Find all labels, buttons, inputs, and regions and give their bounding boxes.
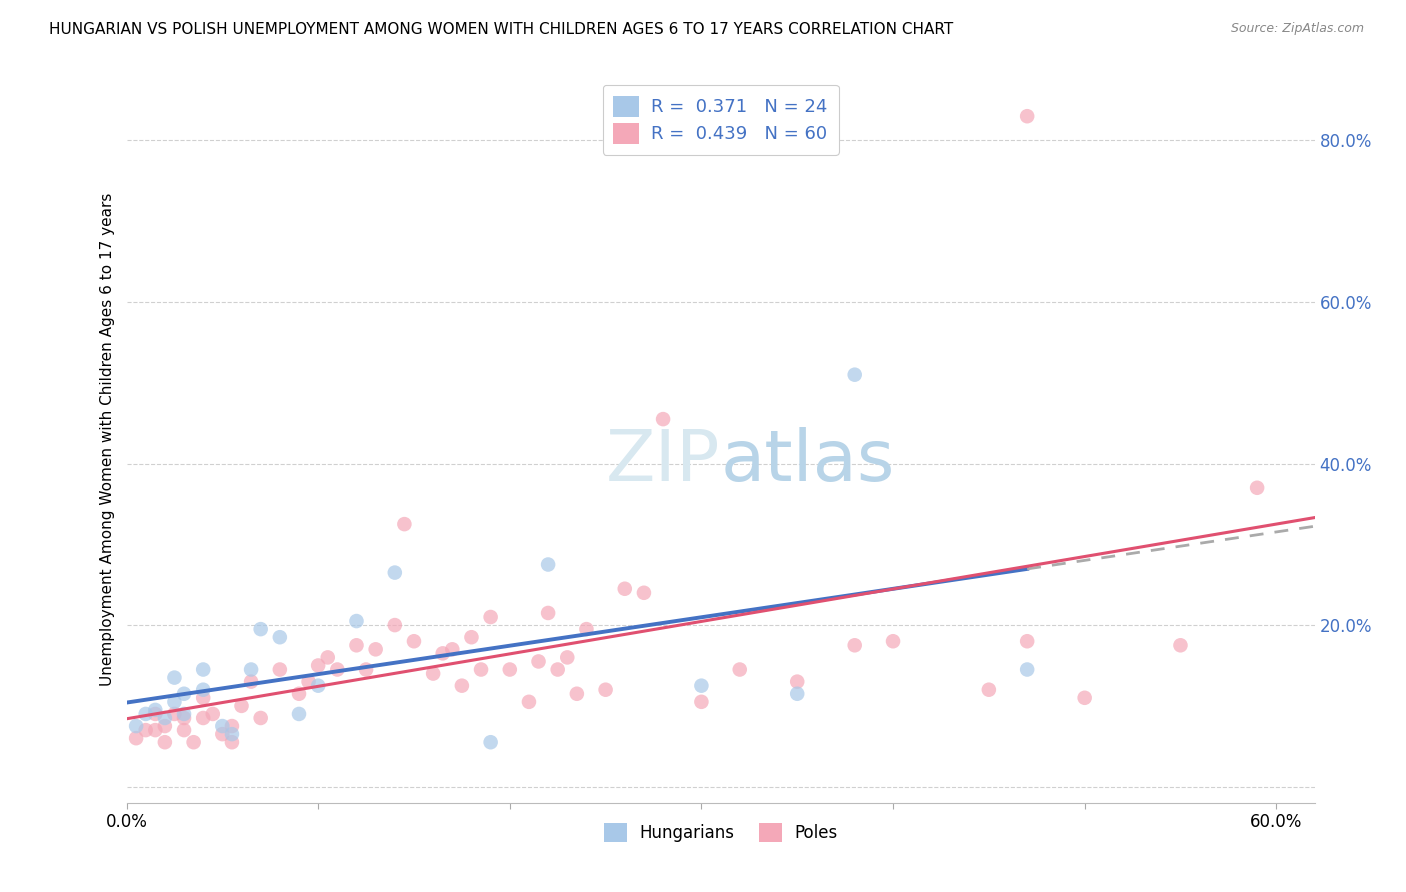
Point — [269, 630, 291, 644]
Point — [690, 695, 713, 709]
Point — [135, 723, 157, 737]
Point — [307, 679, 329, 693]
Point — [346, 638, 368, 652]
Point — [183, 735, 205, 749]
Point — [394, 517, 416, 532]
Point — [1017, 634, 1039, 648]
Point — [460, 630, 482, 644]
Point — [249, 622, 271, 636]
Point — [221, 719, 243, 733]
Point — [384, 566, 406, 580]
Point — [882, 634, 904, 648]
Point — [844, 368, 866, 382]
Point — [547, 663, 569, 677]
Text: HUNGARIAN VS POLISH UNEMPLOYMENT AMONG WOMEN WITH CHILDREN AGES 6 TO 17 YEARS CO: HUNGARIAN VS POLISH UNEMPLOYMENT AMONG W… — [49, 22, 953, 37]
Point — [432, 646, 454, 660]
Point — [537, 606, 560, 620]
Point — [153, 711, 176, 725]
Point — [316, 650, 339, 665]
Point — [193, 711, 215, 725]
Point — [527, 655, 550, 669]
Text: atlas: atlas — [721, 426, 896, 496]
Point — [346, 614, 368, 628]
Y-axis label: Unemployment Among Women with Children Ages 6 to 17 years: Unemployment Among Women with Children A… — [100, 193, 115, 686]
Point — [231, 698, 253, 713]
Point — [163, 671, 186, 685]
Point — [193, 682, 215, 697]
Point — [1017, 663, 1039, 677]
Point — [143, 703, 166, 717]
Point — [297, 674, 319, 689]
Point — [173, 711, 195, 725]
Point — [402, 634, 425, 648]
Point — [163, 706, 186, 721]
Point — [595, 682, 617, 697]
Legend: Hungarians, Poles: Hungarians, Poles — [598, 816, 844, 849]
Point — [786, 674, 808, 689]
Point — [364, 642, 387, 657]
Point — [441, 642, 464, 657]
Point — [269, 663, 291, 677]
Point — [422, 666, 444, 681]
Point — [728, 663, 751, 677]
Point — [143, 723, 166, 737]
Point — [173, 723, 195, 737]
Point — [288, 687, 311, 701]
Point — [565, 687, 588, 701]
Point — [575, 622, 598, 636]
Point — [221, 735, 243, 749]
Point — [307, 658, 329, 673]
Point — [211, 719, 233, 733]
Point — [977, 682, 1000, 697]
Point — [652, 412, 675, 426]
Point — [1017, 109, 1039, 123]
Point — [193, 663, 215, 677]
Point — [326, 663, 349, 677]
Point — [479, 735, 502, 749]
Point — [125, 719, 148, 733]
Text: ZIP: ZIP — [606, 426, 721, 496]
Point — [249, 711, 271, 725]
Point — [173, 687, 195, 701]
Point — [153, 719, 176, 733]
Point — [451, 679, 474, 693]
Point — [143, 706, 166, 721]
Point — [786, 687, 808, 701]
Point — [633, 586, 655, 600]
Point — [163, 695, 186, 709]
Point — [1170, 638, 1192, 652]
Point — [211, 727, 233, 741]
Point — [537, 558, 560, 572]
Point — [153, 735, 176, 749]
Point — [613, 582, 636, 596]
Point — [125, 731, 148, 746]
Point — [240, 674, 263, 689]
Point — [221, 727, 243, 741]
Point — [173, 706, 195, 721]
Point — [499, 663, 522, 677]
Point — [479, 610, 502, 624]
Point — [193, 690, 215, 705]
Point — [690, 679, 713, 693]
Point — [1073, 690, 1095, 705]
Text: Source: ZipAtlas.com: Source: ZipAtlas.com — [1230, 22, 1364, 36]
Point — [384, 618, 406, 632]
Point — [555, 650, 578, 665]
Point — [1246, 481, 1268, 495]
Point — [470, 663, 492, 677]
Point — [288, 706, 311, 721]
Point — [201, 706, 224, 721]
Point — [517, 695, 540, 709]
Point — [135, 706, 157, 721]
Point — [354, 663, 377, 677]
Point — [844, 638, 866, 652]
Point — [240, 663, 263, 677]
